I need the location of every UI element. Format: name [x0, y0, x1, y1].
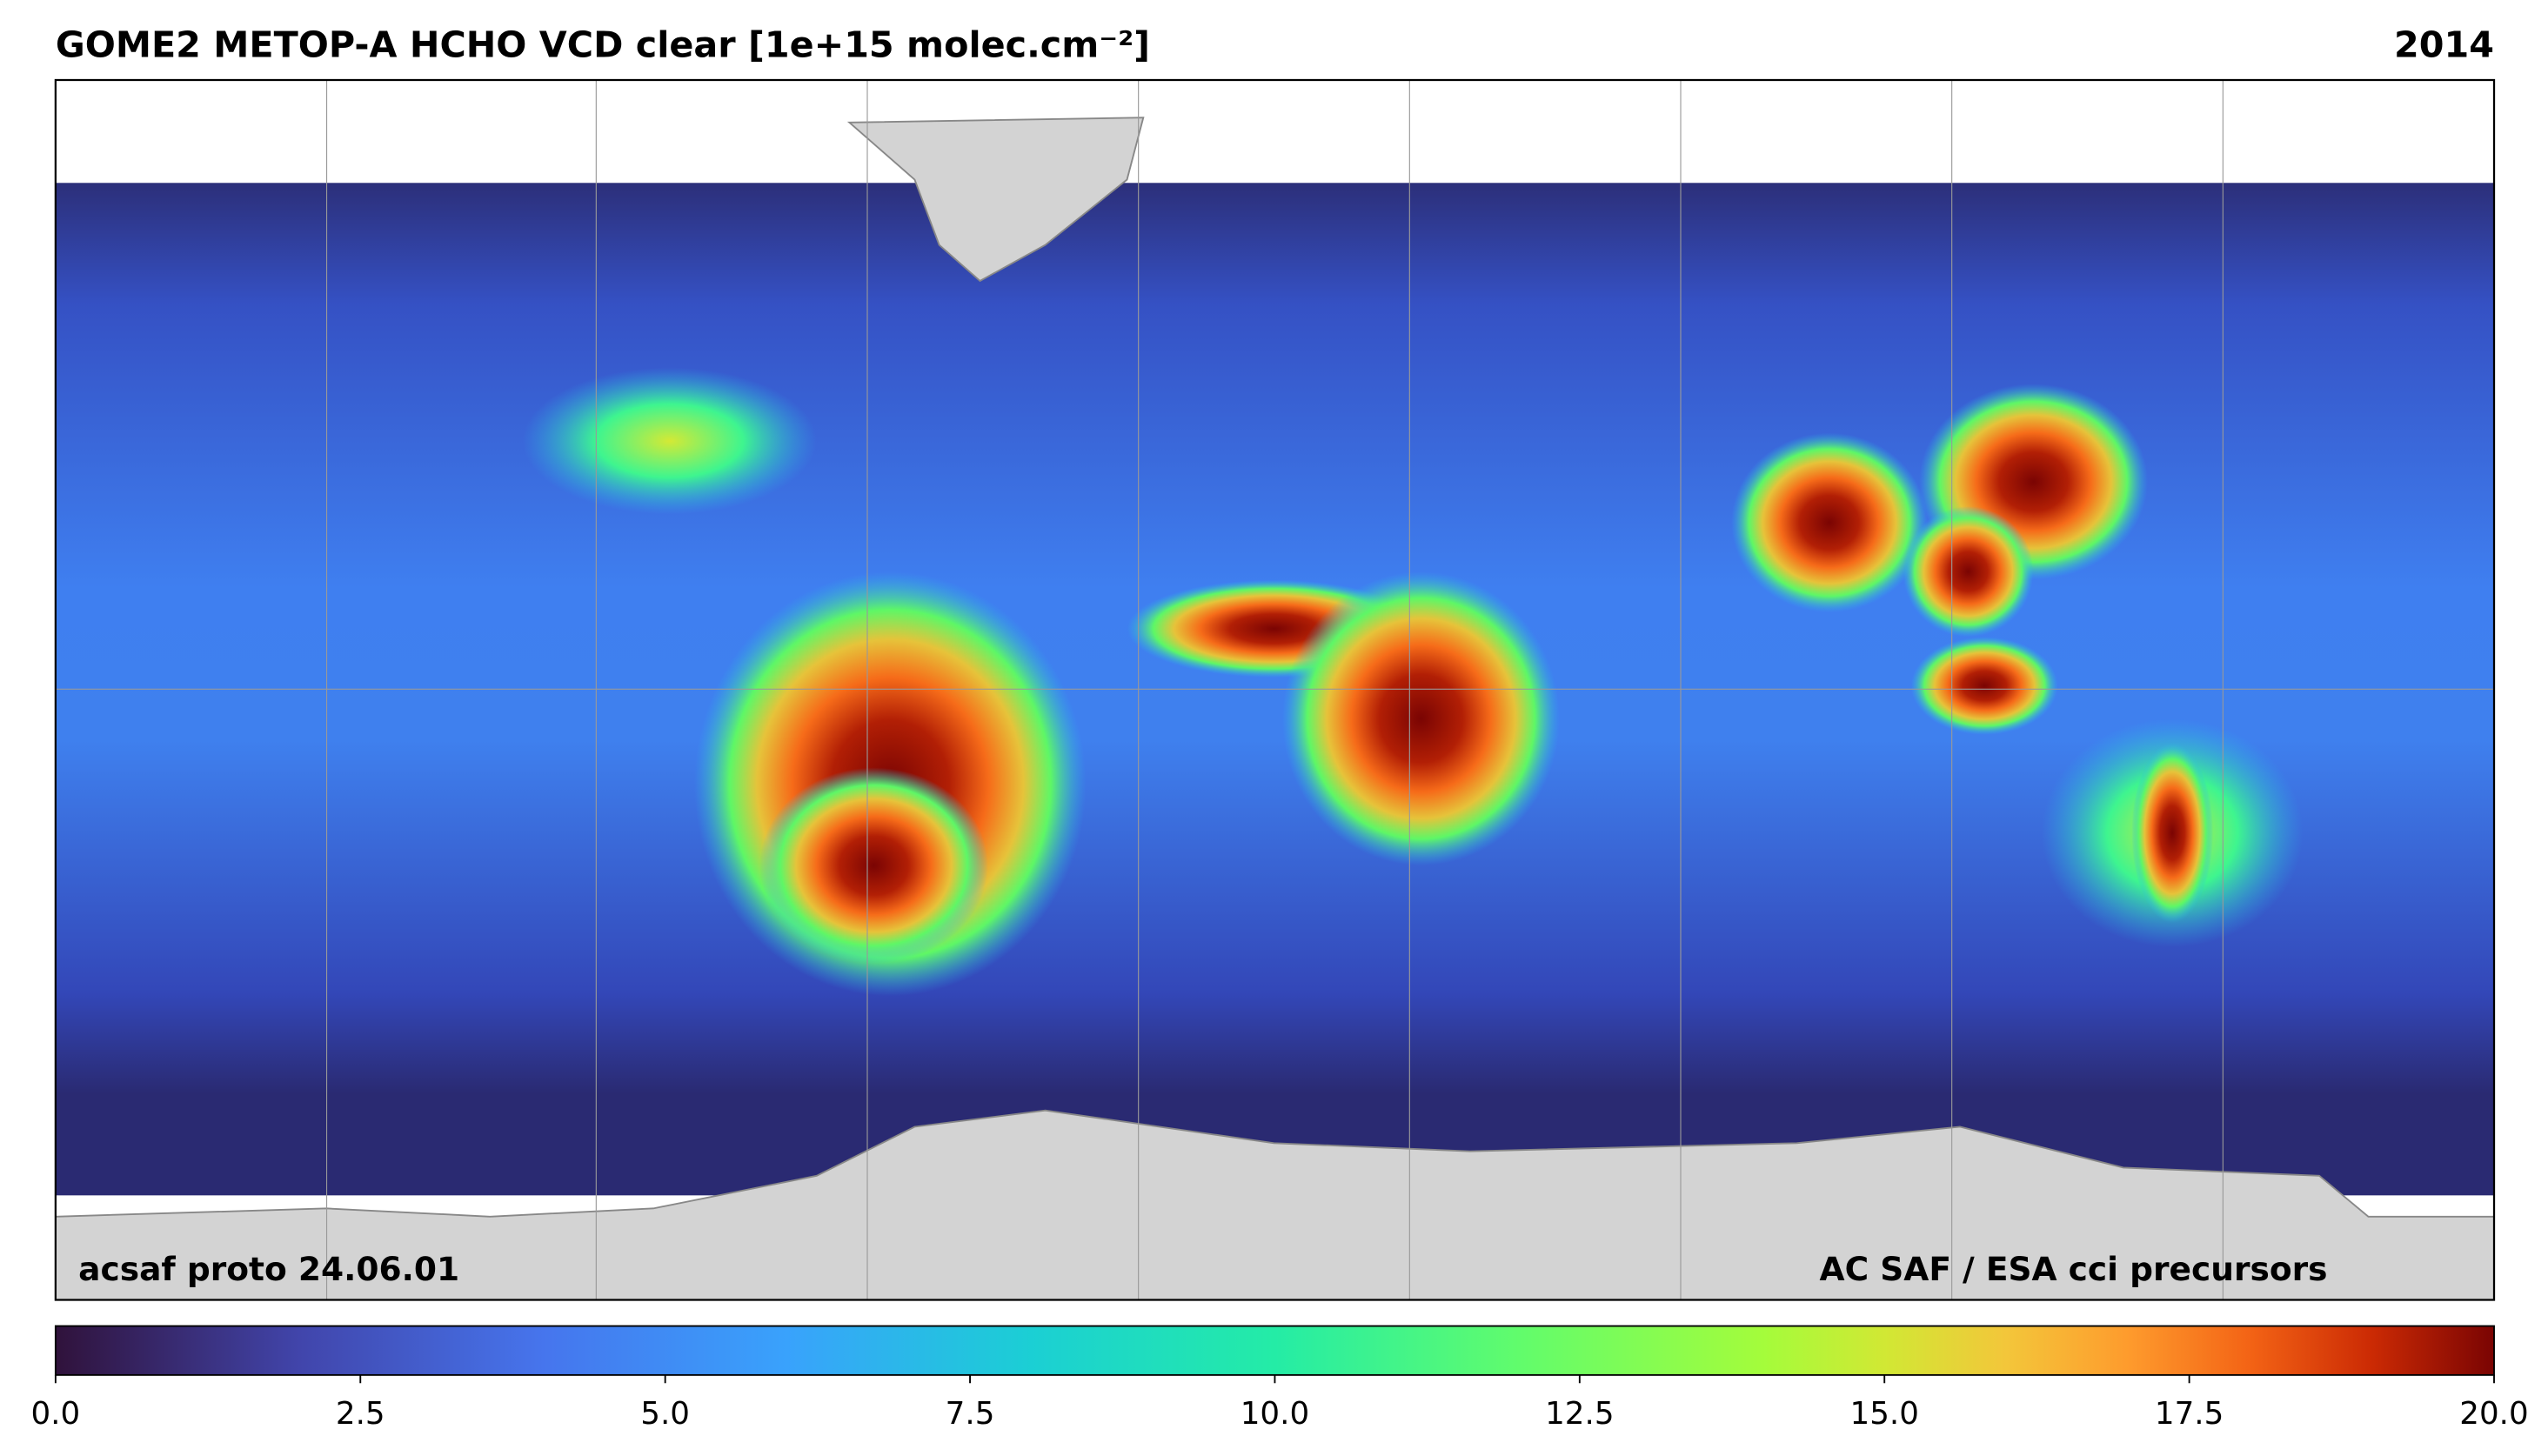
south-america-core — [759, 767, 988, 964]
southeast-asia — [1903, 506, 2034, 638]
tick-label: 12.5 — [1545, 1396, 1614, 1432]
footer-right: AC SAF / ESA cci precursors — [1820, 1250, 2328, 1288]
map-frame — [54, 78, 2496, 1301]
map — [55, 79, 2495, 1300]
tick-label: 5.0 — [640, 1396, 690, 1432]
australia-core — [2131, 743, 2214, 923]
graticule — [55, 79, 2495, 1300]
tick-label: 20.0 — [2459, 1396, 2528, 1432]
tick-label: 10.0 — [1241, 1396, 1309, 1432]
india — [1731, 432, 1928, 613]
title: GOME2 METOP-A HCHO VCD clear [1e+15 mole… — [56, 24, 1150, 66]
antarctica — [55, 1109, 2495, 1300]
north-america — [522, 367, 817, 515]
indonesia — [1910, 637, 2058, 735]
tick-label: 7.5 — [946, 1396, 995, 1432]
footer-left: acsaf proto 24.06.01 — [78, 1250, 459, 1288]
tick-label: 2.5 — [336, 1396, 385, 1432]
tick-label: 15.0 — [1850, 1396, 1919, 1432]
year: 2014 — [2394, 24, 2494, 66]
colorbar — [54, 1325, 2495, 1376]
central-africa — [1281, 571, 1561, 866]
tick-label: 17.5 — [2155, 1396, 2224, 1432]
tick-label: 0.0 — [31, 1396, 81, 1432]
colorbar-ticks: 0.0 2.5 5.0 7.5 10.0 12.5 15.0 17.5 20.0 — [31, 1374, 2529, 1432]
greenland — [846, 117, 1145, 283]
